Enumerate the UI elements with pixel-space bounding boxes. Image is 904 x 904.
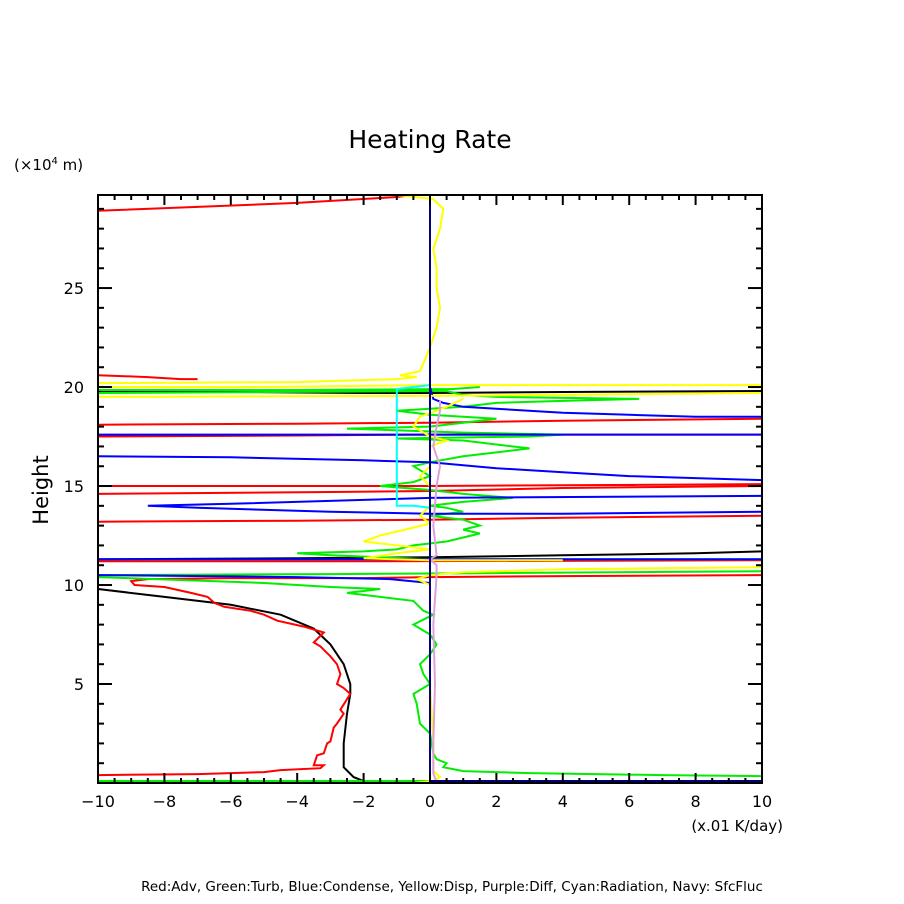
y-unit-label: (×104 m) — [14, 156, 83, 174]
series-radiation — [395, 384, 431, 509]
x-tick-label: −6 — [219, 792, 243, 811]
x-tick-label: −8 — [153, 792, 177, 811]
y-tick-label: 15 — [64, 477, 84, 496]
x-axis-label: (x.01 K/day) — [691, 817, 783, 835]
y-tick-label: 10 — [64, 576, 84, 595]
x-tick-label: −4 — [285, 792, 309, 811]
x-tick-label: 10 — [752, 792, 772, 811]
y-axis-label: Height — [29, 455, 53, 524]
x-tick-label: 4 — [558, 792, 568, 811]
x-tick-label: −10 — [81, 792, 115, 811]
legend-text: Red:Adv, Green:Turb, Blue:Condense, Yell… — [141, 879, 763, 895]
y-tick-label: 20 — [64, 378, 84, 397]
axes-layer — [97, 194, 763, 784]
tick-labels: −10 −8 −6 −4 −2 0 2 4 6 8 10 5 10 15 20 25 — [64, 279, 773, 811]
series-diff — [428, 400, 442, 783]
y-unit-exponent: 4 — [52, 156, 58, 167]
y-unit-main: (×10 — [14, 156, 52, 174]
x-tick-label: 2 — [491, 792, 501, 811]
x-tick-label: 8 — [691, 792, 701, 811]
x-tick-label: 6 — [624, 792, 634, 811]
chart-title: Heating Rate — [348, 125, 511, 154]
y-tick-label: 5 — [74, 675, 84, 694]
series-layer — [98, 195, 762, 783]
y-tick-label: 25 — [64, 279, 84, 298]
y-unit-tail: m) — [58, 156, 83, 174]
x-tick-label: 0 — [425, 792, 435, 811]
x-tick-label: −2 — [352, 792, 376, 811]
